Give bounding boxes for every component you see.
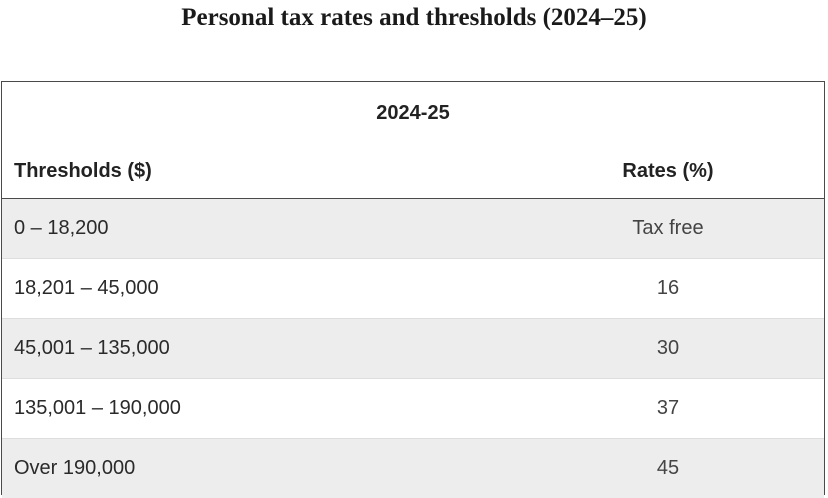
rate-cell: 30 xyxy=(656,337,680,359)
table-row: 0 – 18,200 Tax free xyxy=(2,199,824,259)
threshold-cell: 45,001 – 135,000 xyxy=(14,337,170,359)
column-header-thresholds: Thresholds ($) xyxy=(14,159,152,182)
rate-cell: 37 xyxy=(656,397,680,419)
table-column-header-row: Thresholds ($) Rates (%) xyxy=(2,144,824,199)
table-row: Over 190,000 45 xyxy=(2,439,824,498)
table-row: 45,001 – 135,000 30 xyxy=(2,319,824,379)
page-title: Personal tax rates and thresholds (2024–… xyxy=(181,4,647,31)
table-row: 18,201 – 45,000 16 xyxy=(2,259,824,319)
rate-cell: Tax free xyxy=(632,217,704,239)
year-header-label: 2024-25 xyxy=(376,101,450,124)
threshold-cell: 18,201 – 45,000 xyxy=(14,277,159,299)
rate-cell: 16 xyxy=(656,277,680,299)
table-year-header: 2024-25 xyxy=(2,82,824,144)
rate-cell: 45 xyxy=(656,457,680,479)
tax-rates-table: 2024-25 Thresholds ($) Rates (%) 0 – 18,… xyxy=(1,81,825,498)
threshold-cell: 135,001 – 190,000 xyxy=(14,397,181,419)
threshold-cell: Over 190,000 xyxy=(14,457,136,479)
threshold-cell: 0 – 18,200 xyxy=(14,217,109,239)
column-header-rates: Rates (%) xyxy=(622,159,714,182)
table-row: 135,001 – 190,000 37 xyxy=(2,379,824,439)
